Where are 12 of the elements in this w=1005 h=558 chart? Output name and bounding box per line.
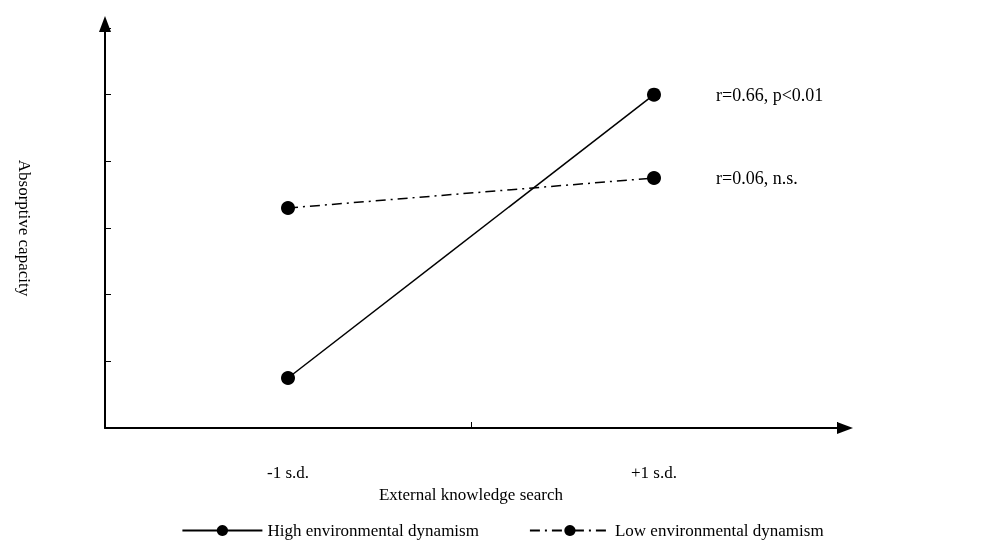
x-tick-label: +1 s.d. (631, 463, 677, 482)
point (647, 171, 661, 185)
annotation: r=0.06, n.s. (716, 168, 798, 188)
point (281, 201, 295, 215)
point (647, 87, 661, 102)
x-axis-title: External knowledge search (378, 484, 564, 504)
x-tick-label: -1 s.d. (266, 463, 310, 482)
point (281, 371, 295, 385)
y-axis-title: Absorptive capacity (15, 159, 34, 297)
annotation: r=0.66, p<0.01 (716, 84, 824, 105)
legend-label: High environmental dynamism (267, 521, 479, 540)
legend-label: Low environmental dynamism (614, 521, 824, 540)
